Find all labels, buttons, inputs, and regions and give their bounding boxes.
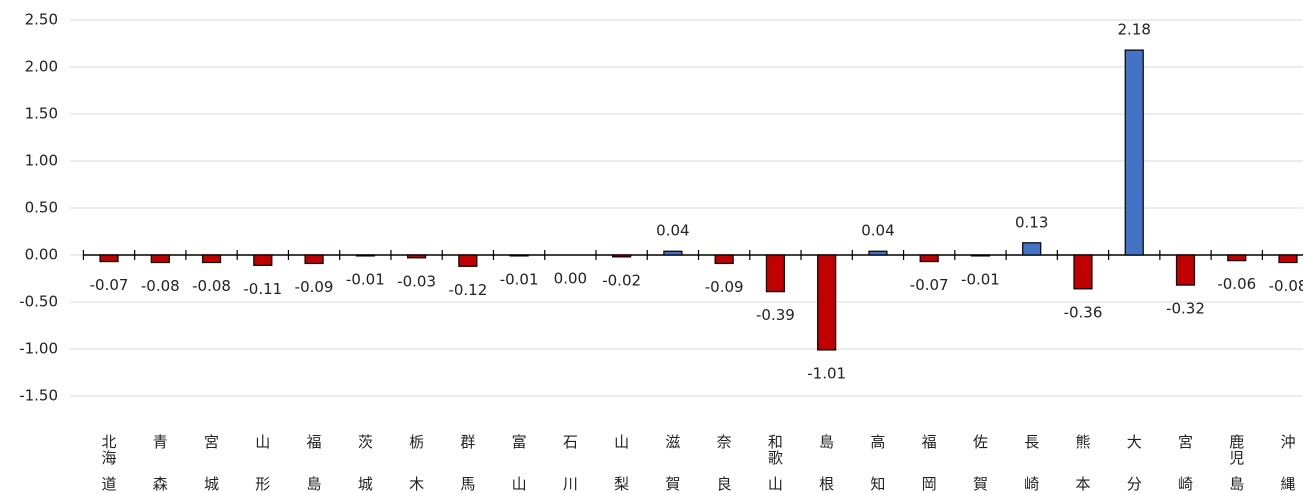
bar <box>150 254 170 264</box>
bar <box>868 250 888 256</box>
data-label: -0.01 <box>500 270 539 288</box>
bar <box>304 254 324 265</box>
x-tick-label: 福島 <box>307 433 322 493</box>
bar <box>714 254 734 265</box>
bar <box>253 254 273 266</box>
x-tick-label: 山梨 <box>614 433 629 493</box>
bar <box>817 254 837 351</box>
data-label: -0.08 <box>141 277 180 295</box>
data-label: -0.01 <box>346 270 385 288</box>
data-label: -0.09 <box>705 278 744 296</box>
y-tick-label: 0.50 <box>25 199 58 217</box>
x-tick-label: 石川 <box>563 433 578 493</box>
data-label: 2.18 <box>1118 21 1151 39</box>
x-tick-label: 山形 <box>255 433 270 493</box>
x-tick-label: 大分 <box>1127 433 1142 493</box>
x-tick-label: 和歌山 <box>768 433 783 493</box>
y-tick-label: 0.00 <box>25 246 58 264</box>
data-label: -0.02 <box>602 271 641 289</box>
y-tick-label: 1.00 <box>25 152 58 170</box>
bar <box>201 254 222 264</box>
x-tick-label: 滋賀 <box>665 433 680 493</box>
bar <box>509 254 529 257</box>
data-label: -0.11 <box>243 280 282 298</box>
x-tick-label: 茨城 <box>358 433 373 493</box>
bar <box>919 254 939 263</box>
x-tick-label: 富山 <box>512 433 527 493</box>
bar <box>1278 254 1298 264</box>
x-tick-label: 奈良 <box>717 433 732 493</box>
y-tick-label: -0.50 <box>19 293 58 311</box>
x-tick-label: 沖縄 <box>1281 433 1296 493</box>
data-label: -0.08 <box>1269 277 1303 295</box>
bar <box>663 250 683 256</box>
y-tick-label: -1.00 <box>19 340 58 358</box>
data-label: -0.06 <box>1217 275 1256 293</box>
data-label: -0.09 <box>295 278 334 296</box>
x-tick-label: 宮崎 <box>1178 433 1193 493</box>
data-label: 0.04 <box>656 222 689 240</box>
data-label: 0.13 <box>1015 213 1048 231</box>
data-label: -0.03 <box>397 272 436 290</box>
x-tick-label: 高知 <box>870 433 885 493</box>
bar <box>1124 49 1144 256</box>
data-label: -0.12 <box>448 281 487 299</box>
x-tick-label: 佐賀 <box>973 433 988 493</box>
bar <box>99 254 119 263</box>
bar <box>765 254 786 293</box>
x-tick-label: 長崎 <box>1024 433 1039 493</box>
bar <box>970 254 991 257</box>
x-tick-label: 福岡 <box>922 433 937 493</box>
bar <box>612 254 632 258</box>
bar <box>458 254 478 267</box>
bar <box>1175 254 1196 286</box>
x-tick-label: 北海道 <box>102 433 117 493</box>
x-tick-label: 鹿児島 <box>1229 433 1244 493</box>
x-tick-label: 群馬 <box>460 433 475 493</box>
x-tick-label: 熊本 <box>1075 433 1090 493</box>
data-label: -0.36 <box>1064 303 1103 321</box>
data-label: -0.39 <box>756 306 795 324</box>
x-tick-label: 栃木 <box>409 433 424 493</box>
data-label: -0.01 <box>961 270 1000 288</box>
data-label: -1.01 <box>807 364 846 382</box>
data-label: -0.07 <box>910 276 949 294</box>
data-label: -0.32 <box>1166 300 1205 318</box>
x-tick-label: 島根 <box>819 433 834 493</box>
data-label: -0.07 <box>90 276 129 294</box>
bar <box>1022 242 1042 256</box>
x-tick-label: 宮城 <box>204 433 219 493</box>
x-tick-label: 青森 <box>153 433 168 493</box>
y-tick-label: 2.00 <box>25 58 58 76</box>
data-label: -0.08 <box>192 277 231 295</box>
y-tick-label: 2.50 <box>25 11 58 29</box>
bar <box>355 254 375 257</box>
data-label: 0.00 <box>554 270 587 288</box>
bar <box>1073 254 1093 290</box>
bar <box>1227 254 1247 262</box>
data-label: 0.04 <box>861 222 894 240</box>
y-tick-label: -1.50 <box>19 387 58 405</box>
y-tick-label: 1.50 <box>25 105 58 123</box>
bar <box>406 254 427 259</box>
